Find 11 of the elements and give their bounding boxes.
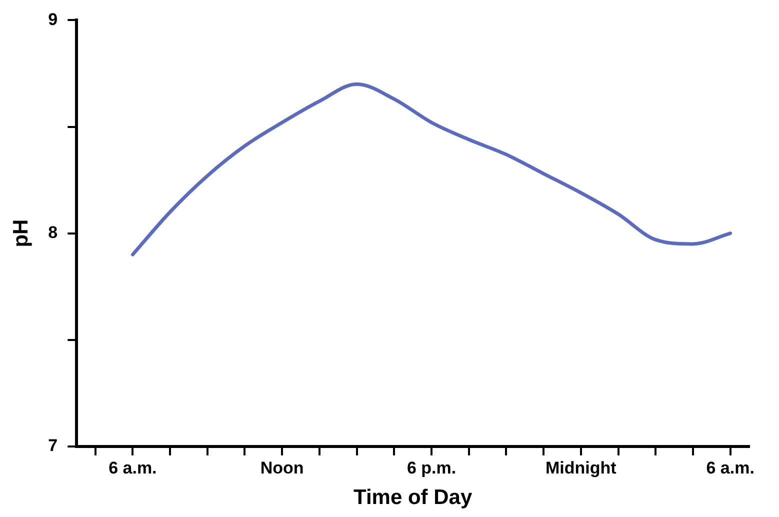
x-tick-label: 6 a.m.	[706, 458, 754, 478]
x-tick-label: Noon	[260, 458, 304, 478]
x-axis-title: Time of Day	[354, 486, 472, 510]
y-tick-label: 9	[48, 10, 58, 29]
y-axis-title: pH	[9, 219, 32, 248]
y-tick-label: 7	[48, 436, 58, 456]
line-series	[130, 82, 732, 256]
x-tick-label: 6 p.m.	[406, 458, 456, 478]
y-tick-label: 8	[48, 222, 58, 242]
x-tick-label: Midnight	[546, 458, 617, 478]
x-tick-label: 6 a.m.	[108, 458, 157, 478]
